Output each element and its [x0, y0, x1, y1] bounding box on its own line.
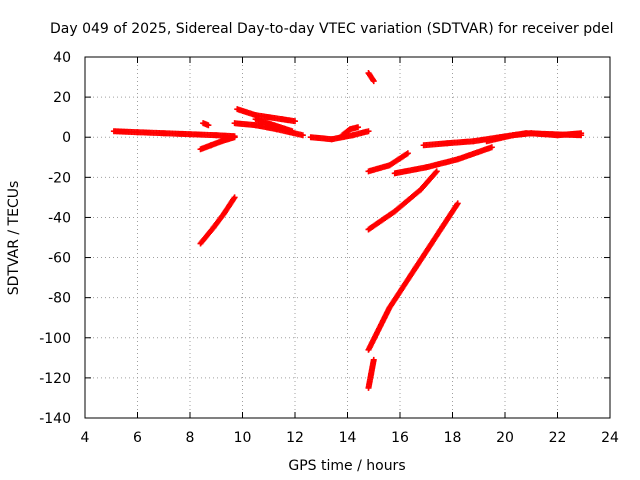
- y-axis-label: SDTVAR / TECUs: [6, 181, 22, 296]
- data-points: [110, 70, 585, 391]
- y-tick-label: 20: [53, 90, 71, 106]
- x-tick-label: 8: [186, 430, 195, 446]
- y-tick-label: -20: [48, 170, 71, 186]
- data-point: [292, 118, 298, 125]
- y-tick-label: -100: [39, 331, 71, 347]
- y-tick-label: -140: [39, 411, 71, 427]
- y-tick-label: -60: [48, 251, 71, 267]
- chart-title: Day 049 of 2025, Sidereal Day-to-day VTE…: [50, 21, 614, 37]
- series-track-l: [365, 168, 440, 233]
- series-track-j: [365, 70, 377, 85]
- series-track-o: [391, 144, 495, 177]
- series-track-f: [234, 106, 298, 125]
- x-tick-label: 20: [496, 430, 514, 446]
- data-point: [578, 130, 585, 137]
- axis-ticks: 4 6 8 10 12 14 16 18 20 22 24 40 20 0 -20 -40 -60 -80 -100…: [39, 50, 619, 446]
- series-track-a: [110, 128, 238, 140]
- data-point: [365, 128, 372, 135]
- series-track-b: [197, 134, 238, 153]
- x-tick-label: 12: [286, 430, 304, 446]
- x-tick-label: 10: [234, 430, 252, 446]
- series-track-q: [483, 130, 585, 145]
- data-point: [289, 128, 296, 135]
- data-point: [231, 134, 238, 141]
- data-point: [231, 194, 238, 201]
- series-track-k: [365, 150, 411, 175]
- x-tick-label: 18: [444, 430, 462, 446]
- data-point: [432, 169, 439, 176]
- y-tick-label: 40: [53, 50, 71, 66]
- data-point: [370, 356, 377, 363]
- data-point: [355, 124, 361, 131]
- data-point: [205, 122, 212, 129]
- series-track-i: [339, 124, 361, 139]
- x-tick-label: 6: [133, 430, 142, 446]
- y-tick-label: -80: [48, 291, 71, 307]
- x-tick-label: 4: [81, 430, 90, 446]
- grid-lines: [85, 57, 610, 418]
- series-track-d: [197, 194, 238, 247]
- y-tick-label: 0: [62, 130, 71, 146]
- series-track-m: [365, 200, 461, 353]
- data-point: [299, 132, 306, 139]
- series-track-g: [252, 116, 296, 135]
- data-point: [488, 144, 495, 151]
- y-tick-label: -120: [39, 371, 71, 387]
- x-tick-label: 14: [339, 430, 357, 446]
- x-tick-label: 22: [549, 430, 567, 446]
- data-point: [433, 168, 440, 175]
- data-point: [454, 200, 461, 207]
- data-point: [404, 150, 411, 157]
- series-track-h: [307, 128, 372, 143]
- series-track-n: [365, 356, 377, 391]
- x-axis-label: GPS time / hours: [288, 458, 405, 474]
- y-tick-label: -40: [48, 210, 71, 226]
- x-tick-label: 16: [391, 430, 409, 446]
- x-tick-label: 24: [601, 430, 619, 446]
- series-track-c: [200, 120, 212, 129]
- data-point: [370, 78, 377, 85]
